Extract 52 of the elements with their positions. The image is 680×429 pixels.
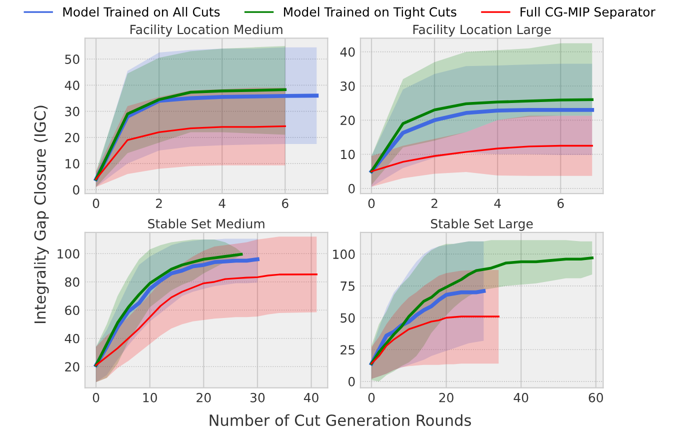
y-tick-label: 60 (65, 306, 80, 316)
y-tick-label: 30 (340, 81, 355, 91)
y-tick-label: 20 (65, 362, 80, 372)
x-tick-label: 6 (558, 198, 564, 208)
x-tick-label: 6 (282, 198, 288, 208)
legend-label: Model Trained on All Cuts (63, 6, 220, 17)
legend-label: Model Trained on Tight Cuts (284, 6, 456, 20)
line-series (370, 144, 593, 172)
chart-title: Facility Location Medium (130, 24, 282, 37)
x-tick-label: 10 (143, 392, 157, 402)
x-tick-label: 2 (156, 198, 162, 208)
x-tick-label: 0 (92, 198, 100, 208)
y-tick-label: 10 (66, 159, 80, 168)
y-tick-label: 20 (65, 132, 80, 142)
y-tick-label: 10 (341, 150, 355, 160)
y-tick-label: 40 (64, 334, 80, 344)
x-tick-label: 0 (368, 198, 375, 208)
x-tick-label: 4 (218, 198, 226, 208)
y-tick-label: 80 (65, 277, 80, 287)
chart-title: Stable Set Large (431, 218, 533, 231)
y-tick-label: 0 (73, 185, 80, 195)
chart-title: Facility Location Large (413, 24, 551, 37)
line-series (95, 125, 286, 180)
chart-title: Stable Set Medium (148, 218, 264, 228)
y-tick-label: 75 (340, 282, 355, 291)
y-tick-label: 0 (348, 376, 355, 386)
x-tick-label: 2 (431, 198, 438, 208)
y-tick-label: 25 (340, 345, 355, 355)
y-tick-label: 100 (58, 249, 80, 259)
x-tick-label: 40 (304, 392, 318, 402)
legend-label: Full CG-MIP Separator (520, 6, 656, 20)
x-tick-label: 30 (250, 392, 265, 402)
x-tick-label: 20 (196, 392, 211, 402)
x-tick-label: 4 (494, 198, 501, 208)
y-tick-label: 50 (340, 313, 355, 323)
line-series (370, 316, 500, 364)
x-tick-label: 40 (514, 392, 528, 402)
y-tick-label: 30 (65, 106, 80, 116)
y-tick-label: 40 (64, 80, 80, 90)
y-tick-label: 0 (348, 184, 355, 194)
line-series (370, 256, 594, 366)
x-axis-title: Number of Cut Generation Rounds (210, 414, 471, 426)
x-tick-label: 0 (368, 392, 375, 402)
y-tick-label: 20 (340, 116, 355, 126)
y-tick-label: 40 (340, 47, 355, 57)
y-axis-title: Integrality Gap Closure (IGC) (34, 106, 49, 324)
x-tick-label: 0 (92, 392, 100, 402)
line-series (95, 274, 318, 366)
y-tick-label: 50 (65, 54, 80, 64)
y-tick-label: 100 (333, 250, 355, 260)
x-tick-label: 20 (439, 392, 454, 402)
x-tick-label: 60 (588, 392, 603, 402)
